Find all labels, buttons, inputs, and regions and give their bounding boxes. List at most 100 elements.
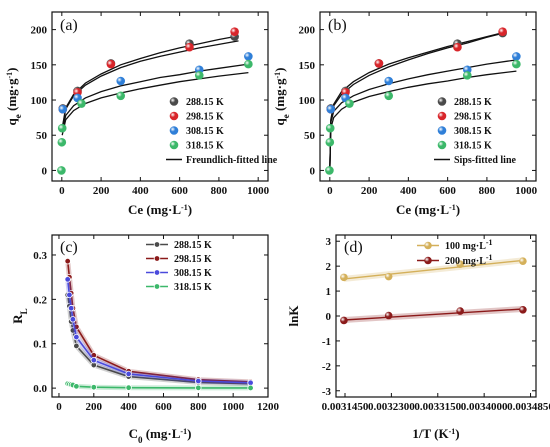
x-tick-label: 200 (86, 401, 103, 413)
y-tick-label: 150 (299, 60, 316, 72)
legend-marker (153, 269, 161, 276)
panel-a: 0 200 400 600 800 1000 0 50 100 150 200 Ce (mg·L-1)… (4, 11, 278, 217)
x-tick-label: 400 (132, 185, 149, 197)
y-tick-label: 0 (326, 311, 332, 323)
plot-area (340, 257, 527, 325)
legend-marker (424, 241, 432, 250)
series-line (66, 294, 251, 385)
data-point (195, 377, 202, 385)
data-point (519, 305, 527, 314)
x-tick-label: 1200 (257, 401, 280, 413)
x-axis-label: C0 (mg·L-1) (129, 426, 192, 445)
data-point (64, 257, 71, 265)
y-tick-label: -3 (322, 386, 332, 398)
data-point (69, 316, 77, 323)
fit-line (61, 40, 239, 130)
legend-label: 100 mg·L-1 (445, 238, 493, 253)
legend-marker (437, 111, 447, 121)
x-tick-label: 0.0031450 (322, 401, 369, 413)
x-tick-label: 0.0033150 (414, 401, 461, 413)
legend-label: 288.15 K (186, 97, 224, 108)
legend-marker (169, 126, 179, 135)
legend-label: 288.15 K (174, 240, 212, 251)
y-tick-label: -2 (322, 361, 332, 373)
x-tick-label: 1000 (515, 185, 538, 197)
data-point (519, 257, 527, 265)
y-tick-label: 0.3 (33, 250, 47, 262)
x-tick-label: 600 (155, 401, 172, 413)
x-tick-label: 1000 (222, 401, 245, 413)
y-tick-label: 0 (310, 165, 316, 177)
data-point (57, 123, 67, 133)
y-axis-label: lnK (286, 305, 301, 327)
data-point (340, 273, 348, 282)
legend-marker (169, 140, 179, 150)
fit-line (61, 71, 249, 136)
data-point (512, 59, 521, 69)
data-point (325, 123, 335, 133)
data-point (230, 27, 239, 37)
legend-label: 318.15 K (454, 141, 492, 152)
legend-marker (437, 126, 447, 135)
x-tick-label: 600 (171, 185, 188, 197)
fit-line (343, 259, 523, 280)
legend-marker (153, 283, 161, 290)
data-point (116, 91, 126, 101)
legend-label: 298.15 K (186, 112, 224, 123)
y-tick-label: -1 (322, 336, 331, 348)
data-point (340, 316, 348, 325)
legend-label: 298.15 K (454, 112, 492, 123)
data-point (125, 370, 132, 378)
legend-label: 308.15 K (174, 268, 212, 279)
data-point (453, 42, 462, 52)
data-point (384, 272, 393, 281)
plot-frame (319, 11, 537, 182)
legend-label: 288.15 K (454, 97, 492, 108)
fit-line (329, 31, 507, 171)
y-axis-label: qe (mg·g-1) (272, 67, 291, 125)
data-point (325, 166, 334, 175)
series-halo (65, 294, 251, 387)
data-point (195, 384, 202, 392)
data-point (512, 52, 521, 61)
data-point (90, 356, 98, 364)
x-tick-label: 800 (211, 185, 228, 197)
y-tick-label: 150 (31, 60, 48, 72)
legend-label: 298.15 K (174, 254, 212, 265)
plot-area (325, 27, 521, 175)
x-axis-label: Ce (mg·L-1) (396, 202, 460, 217)
data-point (326, 104, 336, 114)
data-point (106, 59, 116, 69)
x-tick-label: 0.0034850 (507, 401, 550, 413)
y-tick-label: 2 (326, 261, 332, 273)
legend-marker (437, 97, 447, 106)
y-tick-label: 100 (31, 95, 48, 107)
data-point (64, 276, 71, 283)
legend-marker (424, 256, 432, 265)
x-tick-label: 1000 (247, 185, 270, 197)
data-point (57, 166, 66, 175)
data-point (66, 291, 73, 299)
legend-fit-label: Freundlich-fitted line (186, 155, 278, 166)
x-tick-label: 400 (400, 185, 417, 197)
y-tick-label: 200 (299, 25, 316, 37)
plot-area (64, 257, 254, 392)
x-tick-label: 400 (120, 401, 137, 413)
data-point (67, 305, 75, 312)
legend-fit-label: Sips-fitted line (454, 155, 517, 166)
y-tick-label: 0.0 (33, 383, 47, 395)
data-point (77, 99, 86, 108)
y-tick-label: 3 (326, 236, 332, 248)
legend-marker (153, 255, 161, 262)
x-tick-label: 800 (479, 185, 496, 197)
x-tick-label: 600 (439, 185, 456, 197)
data-point (384, 311, 393, 320)
data-point (244, 52, 253, 61)
legend-marker (169, 111, 179, 121)
legend-label: 200 mg·L-1 (445, 253, 493, 268)
legend-marker (169, 97, 179, 106)
data-point (73, 333, 80, 341)
data-point (247, 384, 254, 392)
y-tick-label: 0 (42, 165, 48, 177)
panel-b: 0 200 400 600 800 1000 0 50 100 150 200 Ce (mg·L-1)… (272, 11, 538, 217)
